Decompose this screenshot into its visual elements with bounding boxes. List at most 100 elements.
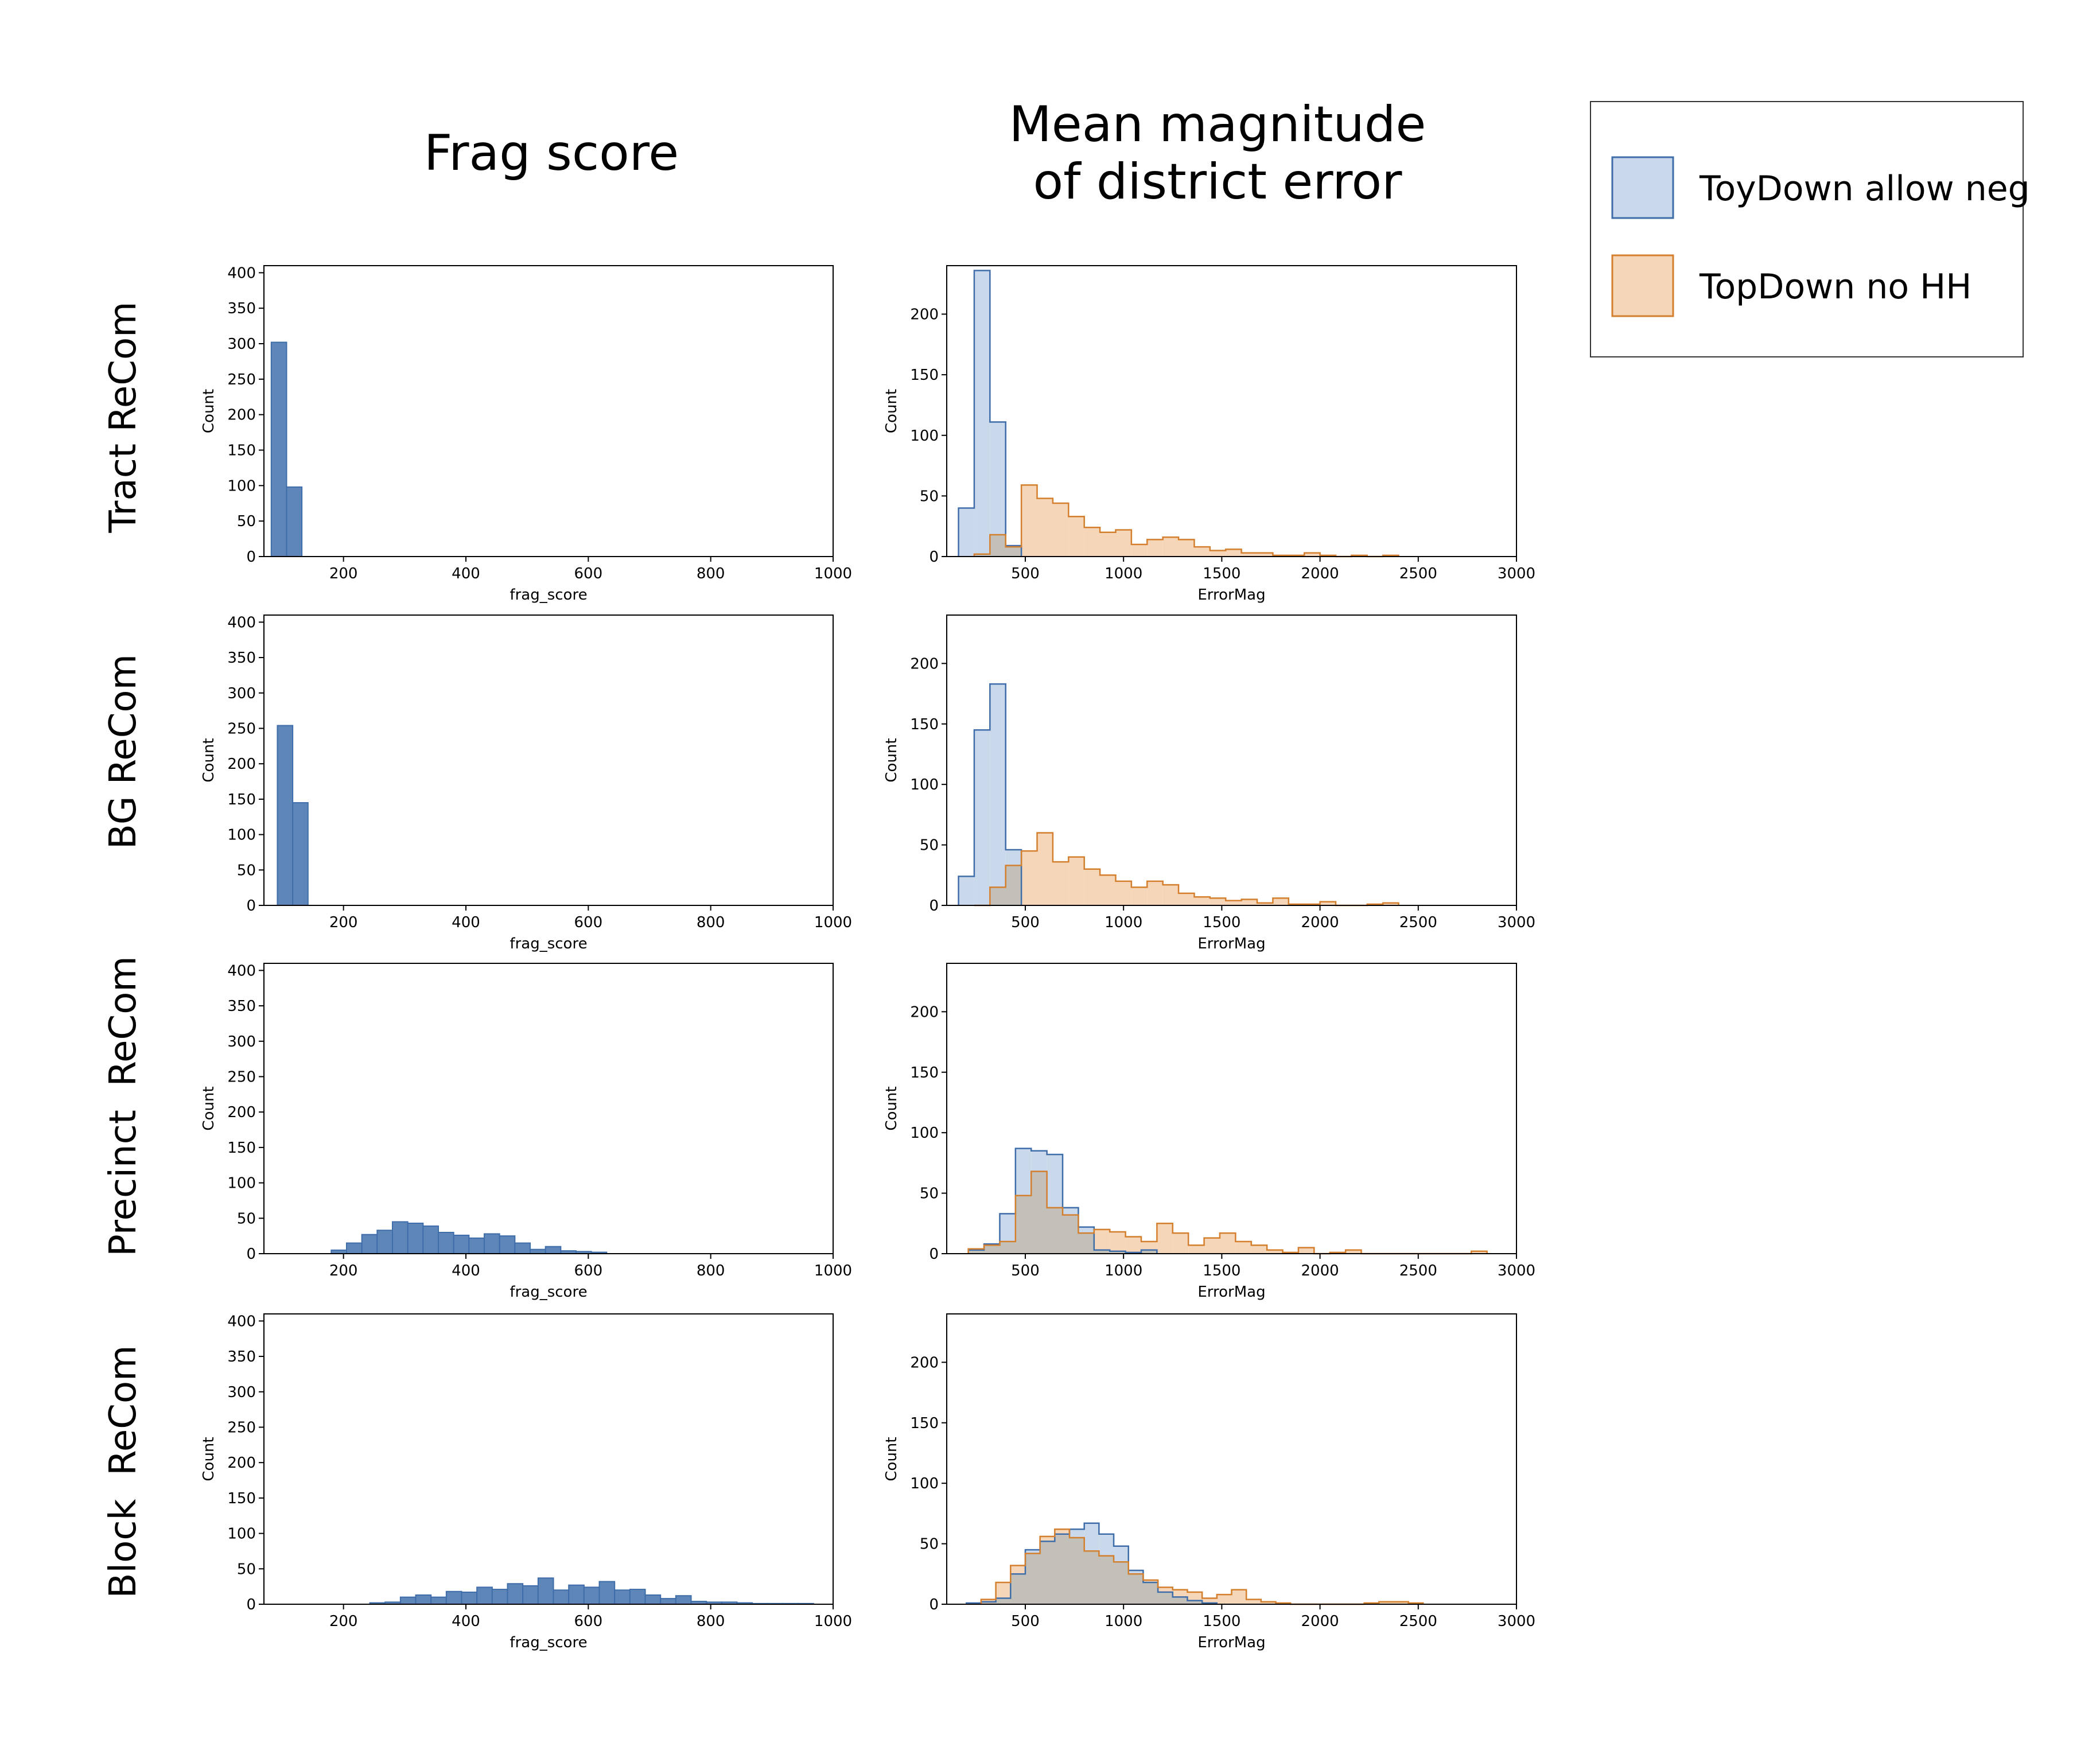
overlap-r3-err-51: [1031, 1553, 1033, 1604]
overlap-r0-err-3: [977, 554, 979, 557]
ytick-label-r3-frag-4: 200: [227, 1454, 256, 1472]
overlap-r0-err-9: [983, 554, 985, 557]
overlap-r2-err-107: [1073, 1215, 1075, 1254]
overlap-r2-err-105: [1071, 1215, 1073, 1254]
overlap-r1-err-22: [1011, 865, 1013, 905]
overlap-r2-err-59: [1026, 1195, 1028, 1254]
overlap-r2-err-104: [1070, 1215, 1072, 1254]
overlap-r3-err-144: [1122, 1562, 1124, 1604]
bar-r3-frag-17: [629, 1589, 646, 1605]
xtick-label-r3-frag-2: 600: [574, 1613, 603, 1630]
xtick-label-r1-err-2: 1500: [1203, 914, 1240, 931]
ytick-label-r1-err-1: 50: [920, 837, 939, 854]
bar-r2-frag-3: [376, 1230, 393, 1255]
overlap-r3-err-147: [1125, 1562, 1127, 1604]
overlap-r3-err-44: [1024, 1574, 1026, 1604]
overlap-r3-err-1: [982, 1601, 983, 1604]
xtick-label-r3-err-2: 1500: [1203, 1613, 1240, 1630]
ytick-label-r2-err-1: 50: [920, 1185, 939, 1203]
overlap-r2-err-111: [1077, 1215, 1079, 1254]
overlap-r0-err-37: [1010, 547, 1012, 557]
overlap-r3-err-57: [1037, 1553, 1039, 1604]
overlap-r2-err-5: [973, 1250, 975, 1254]
xlabel-r1-frag: frag_score: [510, 935, 587, 952]
ytick-label-r2-frag-3: 150: [227, 1139, 256, 1157]
column-title-frag-score: Frag score: [424, 125, 679, 182]
overlap-r3-err-158: [1136, 1574, 1138, 1604]
overlap-r2-err-124: [1090, 1233, 1092, 1254]
overlap-r3-err-67: [1047, 1541, 1048, 1604]
overlap-r2-err-60: [1027, 1195, 1029, 1254]
overlap-r3-err-103: [1082, 1538, 1084, 1604]
overlap-r1-err-24: [1013, 865, 1015, 905]
overlap-r3-err-221: [1198, 1600, 1200, 1604]
bar-r1-err-s1-19: [1273, 898, 1289, 905]
ytick-label-r3-frag-8: 400: [227, 1313, 256, 1330]
bar-r3-frag-19: [660, 1598, 676, 1605]
overlap-r3-err-75: [1055, 1534, 1056, 1604]
ytick-label-r1-err-2: 100: [910, 776, 939, 794]
overlap-r2-err-130: [1096, 1250, 1098, 1254]
overlap-r3-err-37: [1017, 1574, 1019, 1604]
plot-frame-r2-frag: [263, 963, 834, 1254]
overlap-r3-err-186: [1164, 1592, 1165, 1604]
xtick-label-r2-frag-2: 600: [574, 1262, 603, 1279]
overlap-r1-err-23: [1012, 865, 1014, 905]
ytick-label-r1-frag-4: 200: [227, 756, 256, 773]
overlap-r2-err-85: [1052, 1207, 1053, 1254]
overlap-r2-err-33: [1001, 1241, 1002, 1254]
overlap-r3-err-43: [1023, 1574, 1025, 1604]
overlap-r3-err-207: [1184, 1597, 1186, 1604]
panel-r3-frag: 200 400 600 800 1000 0 50 100 150 200 250 300 350 400…: [200, 1313, 852, 1651]
overlap-r2-err-138: [1103, 1250, 1106, 1254]
overlap-r3-err-19: [1000, 1598, 1001, 1604]
overlap-r2-err-120: [1086, 1233, 1088, 1254]
overlap-r2-err-25: [993, 1245, 994, 1254]
overlap-r2-err-93: [1059, 1207, 1061, 1254]
bar-r1-err-s1-12: [1162, 885, 1179, 905]
overlap-r3-err-106: [1085, 1551, 1087, 1604]
charts-container: 200 400 600 800 1000050100150200250300350400…: [200, 265, 1535, 1651]
overlap-r1-err-29: [1018, 865, 1020, 905]
overlap-r2-err-43: [1010, 1241, 1012, 1254]
overlap-r0-err-46: [1019, 547, 1021, 557]
overlap-r3-err-220: [1197, 1600, 1199, 1604]
bar-r3-frag-12: [553, 1589, 570, 1605]
ytick-label-r1-frag-3: 150: [227, 791, 256, 808]
overlap-r3-err-97: [1076, 1538, 1078, 1604]
bar-r3-frag-6: [461, 1592, 478, 1605]
overlap-r3-err-172: [1150, 1582, 1152, 1604]
overlap-r0-err-1: [975, 554, 977, 557]
overlap-r3-err-165: [1143, 1582, 1145, 1604]
overlap-r3-err-170: [1148, 1582, 1150, 1604]
ytick-label-r2-frag-6: 300: [227, 1033, 256, 1051]
bar-r3-frag-8: [491, 1589, 508, 1605]
overlap-r2-err-154: [1119, 1251, 1121, 1254]
bar-r0-err-s1-9: [1115, 530, 1131, 557]
overlap-r2-err-108: [1074, 1215, 1076, 1254]
ytick-label-r0-frag-7: 350: [227, 300, 256, 317]
overlap-r3-err-53: [1033, 1553, 1035, 1604]
overlap-r2-err-18: [986, 1245, 987, 1254]
overlap-r3-err-153: [1131, 1574, 1133, 1604]
overlap-r3-err-91: [1070, 1538, 1072, 1604]
overlap-r2-err-94: [1060, 1207, 1062, 1254]
xtick-label-r2-err-0: 500: [1011, 1262, 1040, 1279]
overlap-r3-err-74: [1053, 1541, 1055, 1604]
overlap-r2-err-74: [1041, 1171, 1043, 1254]
overlap-r1-err-25: [1014, 865, 1016, 905]
bar-r2-frag-13: [530, 1249, 546, 1255]
overlap-r3-err-210: [1187, 1600, 1189, 1604]
overlap-r3-err-69: [1049, 1541, 1051, 1604]
bar-r2-frag-2: [361, 1234, 378, 1254]
overlap-r2-err-135: [1100, 1250, 1103, 1254]
overlap-r2-err-189: [1154, 1250, 1156, 1254]
overlap-r3-err-89: [1068, 1534, 1070, 1604]
overlap-r0-err-19: [993, 534, 994, 557]
overlap-r3-err-200: [1177, 1597, 1179, 1604]
panel-r2-err: 500 1000 1500 2000 2500 3000 0 50 100 150 200 Error…: [883, 963, 1535, 1301]
ytick-label-r1-err-4: 200: [910, 655, 939, 672]
overlap-r2-err-88: [1055, 1207, 1056, 1254]
overlap-r3-err-83: [1063, 1534, 1064, 1604]
overlap-r1-err-1: [991, 887, 993, 905]
